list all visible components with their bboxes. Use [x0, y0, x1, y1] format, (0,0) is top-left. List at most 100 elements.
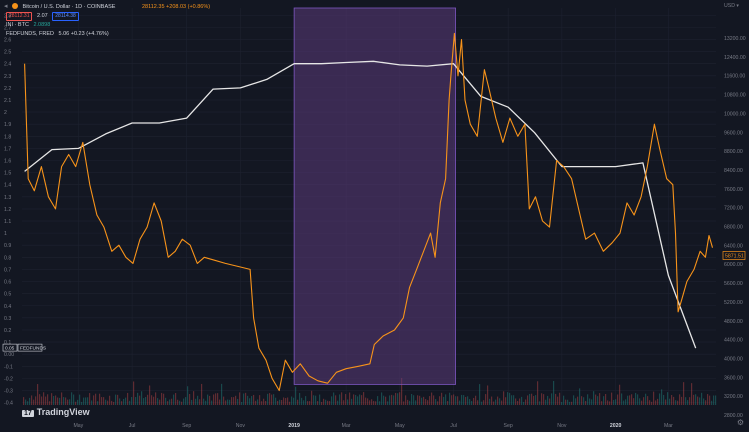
volume-bar	[241, 401, 243, 405]
volume-bar	[235, 395, 237, 405]
volume-bar	[561, 401, 563, 405]
volume-bar	[587, 394, 589, 405]
volume-bar	[267, 393, 269, 405]
volume-bar	[477, 400, 479, 405]
tradingview-logo[interactable]: 17 TradingView	[22, 407, 90, 417]
right-axis-label: 3600.00	[724, 375, 743, 381]
volume-bar	[579, 388, 581, 405]
volume-bar	[433, 395, 435, 405]
volume-bar	[437, 401, 439, 405]
volume-bar	[285, 398, 287, 405]
volume-bar	[251, 396, 253, 405]
volume-bar	[703, 398, 705, 405]
volume-bar	[391, 394, 393, 405]
volume-bar	[279, 399, 281, 405]
volume-bar	[53, 395, 55, 405]
indicator-1-label[interactable]: INI · BTC	[6, 22, 29, 28]
right-axis: USD ▾ 13200.00 12400.00 11600.00 10800.00 100…	[724, 3, 746, 419]
volume-bar	[667, 392, 669, 405]
volume-bar	[427, 400, 429, 405]
buy-button[interactable]: 28114.38	[52, 12, 79, 21]
volume-bar	[617, 394, 619, 405]
volume-bar	[137, 392, 139, 405]
volume-bar	[583, 397, 585, 405]
volume-bar	[409, 400, 411, 405]
volume-bar	[531, 393, 533, 405]
volume-bar	[215, 393, 217, 405]
x-axis-label: Sep	[504, 423, 513, 429]
volume-bar	[389, 395, 391, 405]
volume-bar	[525, 399, 527, 405]
volume-bar	[529, 393, 531, 405]
volume-bar	[81, 401, 83, 405]
fedfunds-name-label: FEDFUNDS	[20, 346, 46, 352]
left-axis: 2.8 2.7 2.6 2.5 2.4 2.3 2.2 2.1 2 1.9 1.8 1.7 1.6 1.5…	[4, 13, 14, 406]
volume-bar	[265, 400, 267, 405]
volume-bar	[461, 394, 463, 405]
fedfunds-series-line[interactable]	[24, 60, 697, 349]
volume-bar	[311, 390, 313, 405]
volume-bar	[425, 399, 427, 405]
volume-bar	[179, 400, 181, 405]
volume-bar	[449, 392, 451, 405]
volume-bar	[701, 392, 703, 405]
volume-bar	[567, 399, 569, 405]
currency-label[interactable]: USD ▾	[724, 3, 739, 9]
left-axis-label: 1.7	[4, 146, 11, 152]
volume-bar	[613, 399, 615, 405]
volume-bar	[681, 396, 683, 405]
sell-button[interactable]: 28112.31	[6, 12, 33, 21]
volume-bar	[481, 401, 483, 405]
volume-bar	[127, 392, 129, 405]
volume-bar	[463, 395, 465, 405]
indicator-row-1: INI · BTC 2.0898	[6, 22, 53, 28]
volume-bar	[385, 396, 387, 405]
volume-bar	[193, 391, 195, 405]
volume-bar	[159, 399, 161, 405]
volume-bar	[403, 401, 405, 405]
volume-bar	[189, 393, 191, 405]
volume-bar	[649, 400, 651, 405]
right-axis-label: 12400.00	[724, 55, 746, 61]
volume-bar	[521, 396, 523, 405]
volume-bar	[75, 401, 77, 405]
indicator-2-label[interactable]: FEDFUNDS, FRED	[6, 31, 54, 37]
volume-bar	[299, 392, 301, 405]
volume-bar	[283, 397, 285, 405]
volume-bar	[431, 392, 433, 405]
volume-bar	[487, 385, 489, 405]
indicator-2-value: 5.06 +0.23 (+4.76%)	[58, 31, 109, 37]
volume-bar	[201, 383, 203, 405]
fedfunds-value-label: 0.05	[5, 346, 15, 352]
left-axis-label: 2.7	[4, 25, 11, 31]
volume-bar	[169, 399, 171, 405]
x-axis-label: Jul	[129, 423, 136, 429]
btc-series-line[interactable]	[24, 32, 714, 392]
volume-bar	[229, 399, 231, 405]
fedfunds-name-tag	[17, 343, 43, 352]
volume-bar	[603, 396, 605, 405]
volume-bar	[33, 399, 35, 405]
volume-bar	[367, 398, 369, 405]
volume-bar	[175, 392, 177, 405]
volume-bar	[689, 397, 691, 405]
volume-bar	[505, 397, 507, 405]
volume-bar	[27, 401, 29, 405]
volume-bar	[183, 398, 185, 405]
volume-bar	[713, 395, 715, 405]
volume-bar	[503, 391, 505, 405]
volume-bar	[37, 384, 39, 405]
volume-bar	[287, 397, 289, 405]
collapse-icon[interactable]: ◂	[4, 2, 8, 10]
volume-bar	[429, 396, 431, 405]
volume-bar	[167, 401, 169, 405]
volume-bar	[143, 398, 145, 405]
gear-icon[interactable]: ⚙	[736, 418, 744, 427]
volume-bar	[131, 397, 133, 405]
volume-bar	[99, 393, 101, 405]
volume-bar	[331, 396, 333, 405]
volume-bar	[125, 397, 127, 405]
volume-bar	[599, 393, 601, 405]
volume-bar	[97, 401, 99, 405]
